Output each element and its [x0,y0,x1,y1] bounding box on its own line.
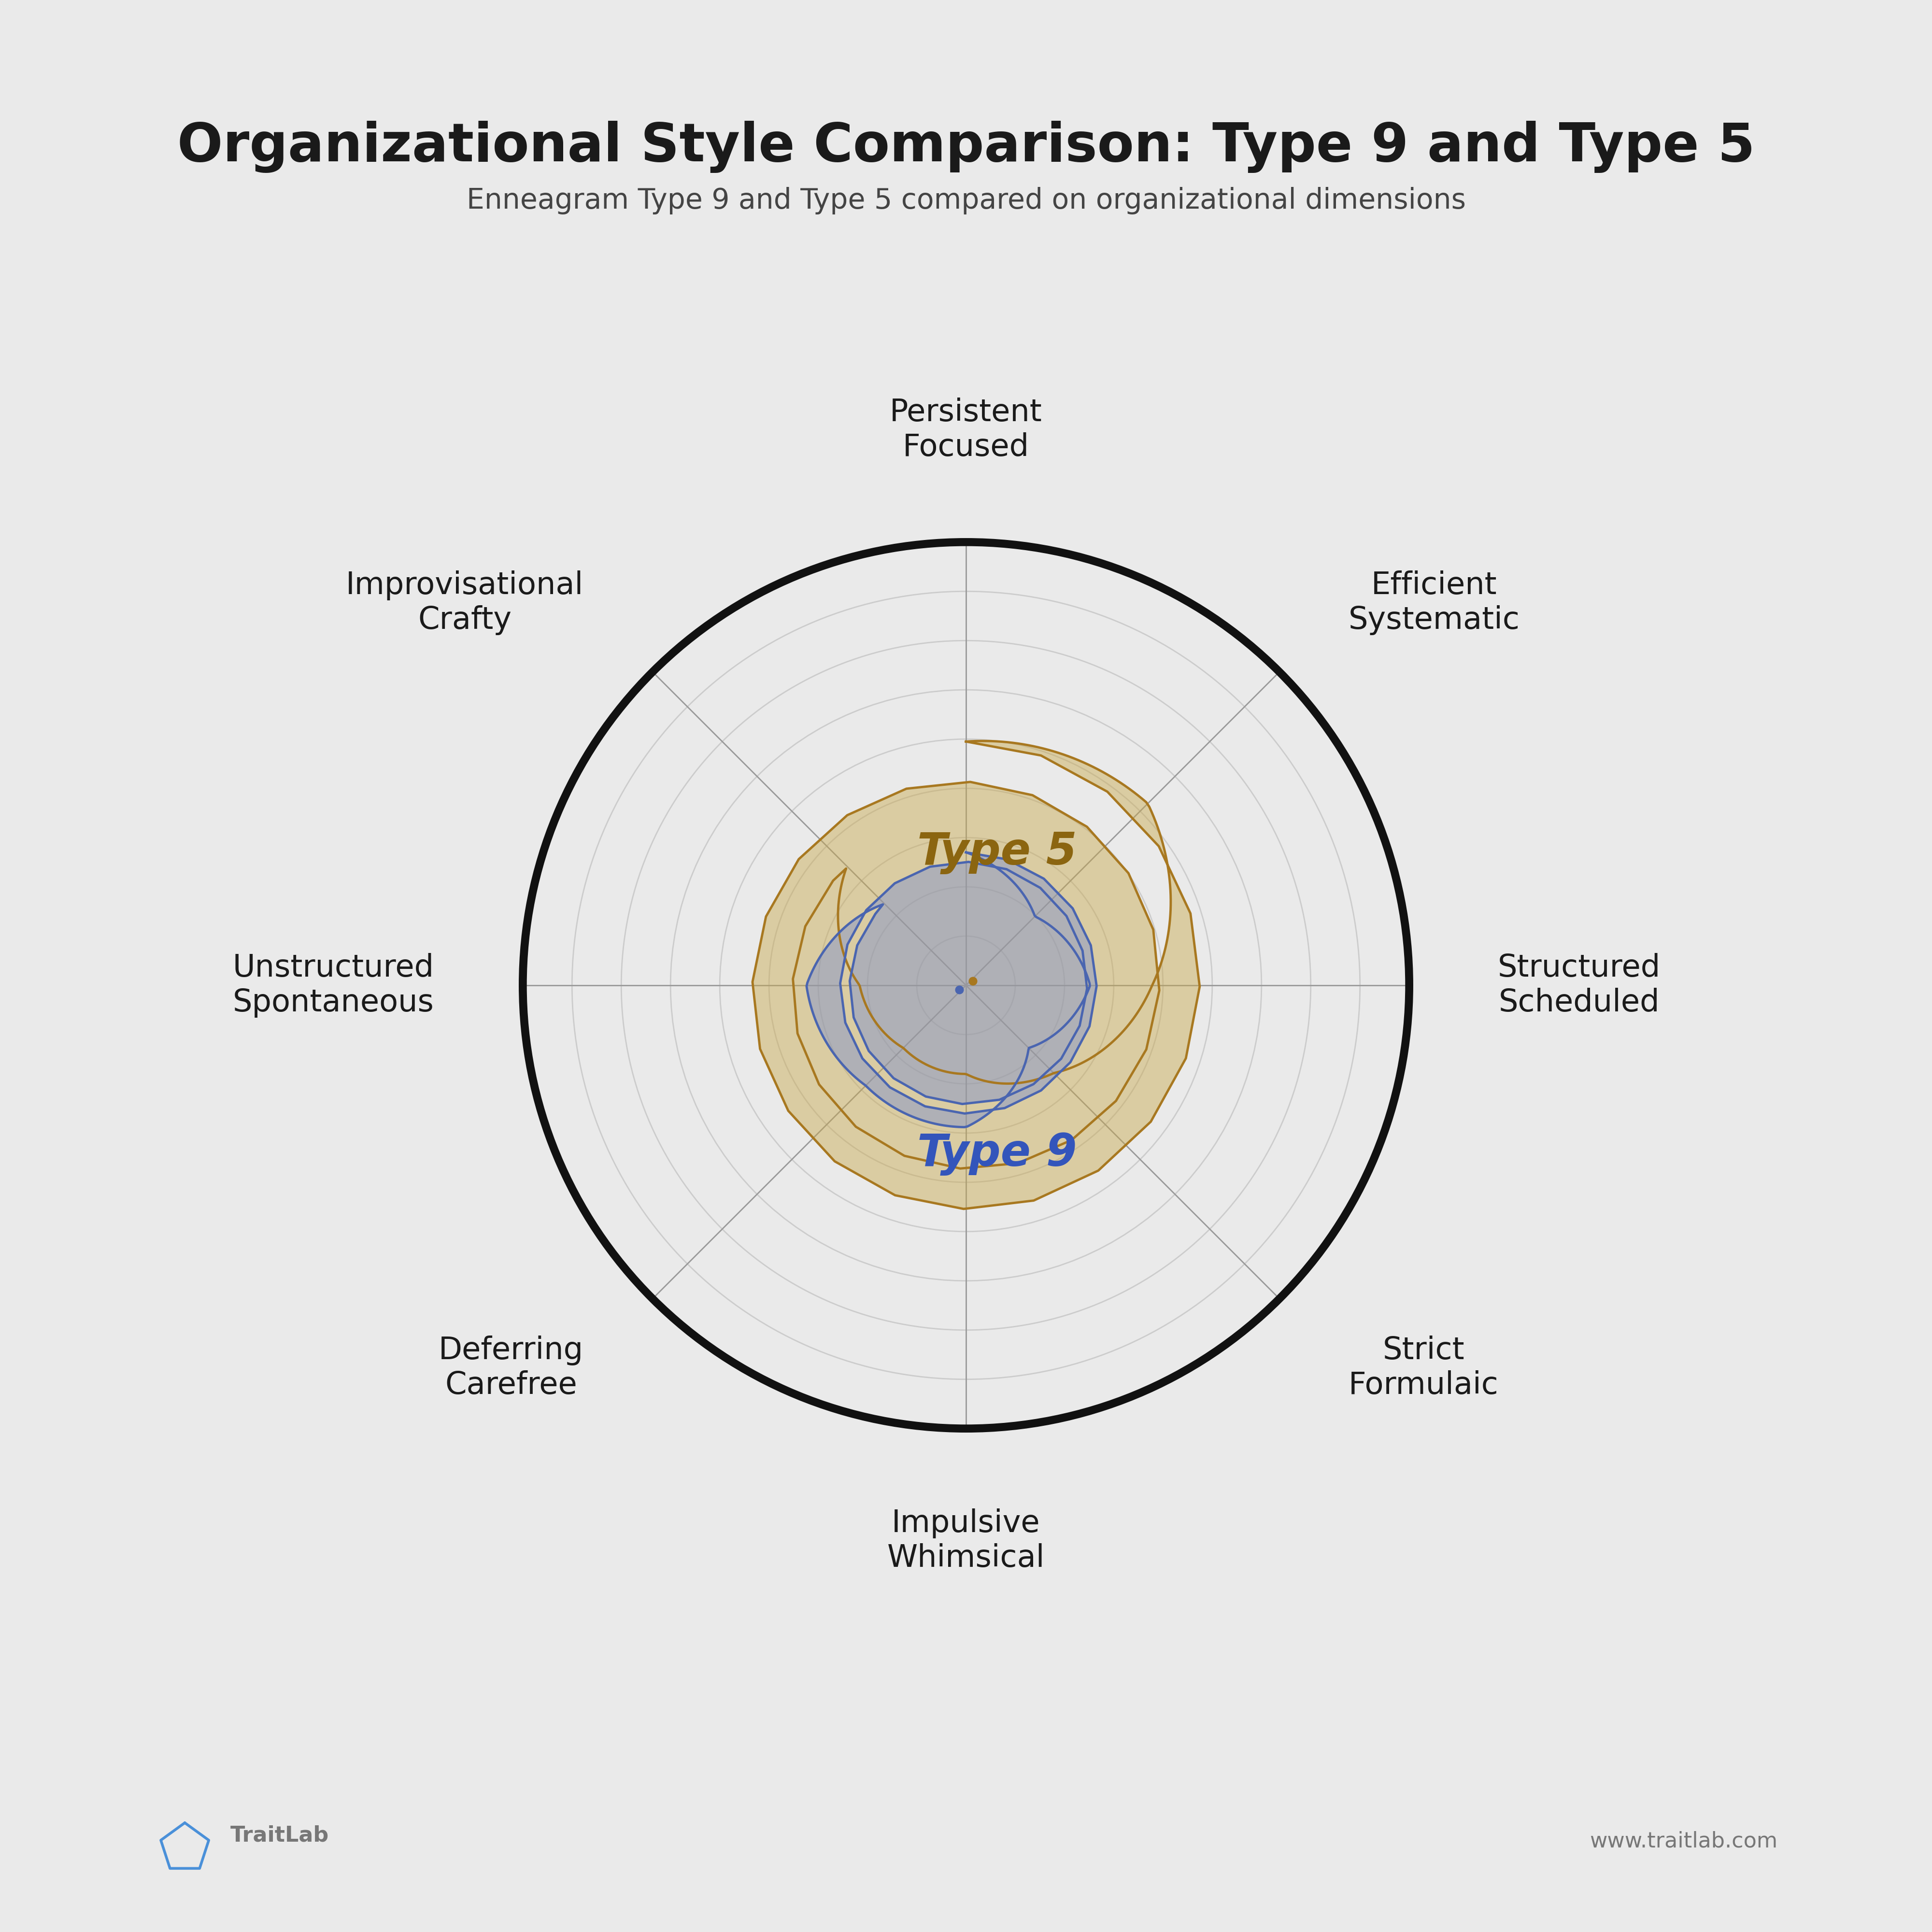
Text: Strict
Formulaic: Strict Formulaic [1349,1335,1499,1401]
Text: Impulsive
Whimsical: Impulsive Whimsical [887,1509,1045,1573]
Text: Deferring
Carefree: Deferring Carefree [439,1335,583,1401]
Polygon shape [752,742,1200,1209]
Text: TraitLab: TraitLab [230,1826,328,1845]
Text: Efficient
Systematic: Efficient Systematic [1349,570,1520,636]
Text: Type 9: Type 9 [918,1132,1076,1175]
Text: Persistent
Focused: Persistent Focused [891,398,1041,462]
Text: Organizational Style Comparison: Type 9 and Type 5: Organizational Style Comparison: Type 9 … [178,120,1754,174]
Text: Type 5: Type 5 [918,831,1076,873]
Polygon shape [806,852,1097,1126]
Text: Enneagram Type 9 and Type 5 compared on organizational dimensions: Enneagram Type 9 and Type 5 compared on … [466,187,1466,214]
Text: Unstructured
Spontaneous: Unstructured Spontaneous [232,952,435,1018]
Text: Structured
Scheduled: Structured Scheduled [1497,952,1662,1018]
Text: Improvisational
Crafty: Improvisational Crafty [346,570,583,636]
Text: www.traitlab.com: www.traitlab.com [1590,1832,1777,1851]
